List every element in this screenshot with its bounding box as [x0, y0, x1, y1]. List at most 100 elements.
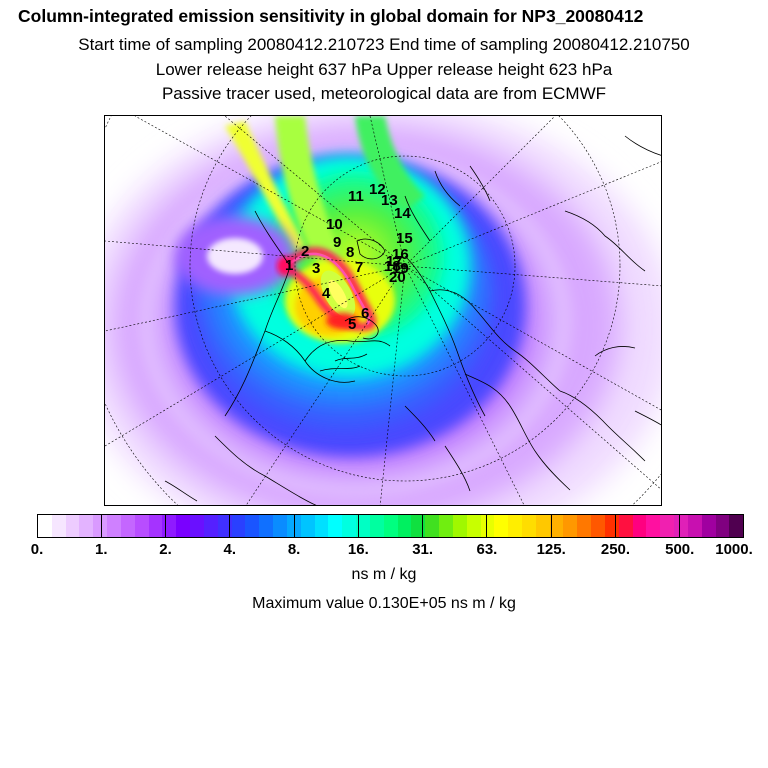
colorbar-tick	[165, 514, 167, 538]
colorbar-tick-label: 0.	[30, 541, 44, 558]
colorbar-swatch	[466, 515, 481, 537]
colorbar-tick-label: 16.	[347, 541, 369, 558]
colorbar-swatch	[715, 515, 730, 537]
release-point-labels: 1 2 3 4 5 6 7 8 9 10 11 12 13 14 15 16 1…	[285, 181, 413, 333]
point-label-14: 14	[394, 205, 411, 222]
colorbar	[37, 514, 744, 538]
colorbar-swatch	[38, 515, 52, 537]
colorbar-swatch	[259, 515, 274, 537]
colorbar-swatch	[646, 515, 661, 537]
colorbar-swatch	[93, 515, 108, 537]
colorbar-swatch	[148, 515, 163, 537]
colorbar-tick-label: 31.	[412, 541, 434, 558]
colorbar-swatch	[134, 515, 149, 537]
sampling-time-line: Start time of sampling 20080412.210723 E…	[78, 35, 690, 54]
colorbar-swatch	[273, 515, 287, 537]
graticule	[105, 116, 661, 505]
colorbar-swatch	[356, 515, 370, 537]
colorbar-swatch	[190, 515, 204, 537]
polar-map-svg: 1 2 3 4 5 6 7 8 9 10 11 12 13 14 15 16 1…	[105, 116, 661, 505]
colorbar-tick-label: 1000.	[715, 541, 753, 558]
colorbar-swatch	[397, 515, 412, 537]
colorbar-swatch	[591, 515, 605, 537]
colorbar-swatch	[439, 515, 453, 537]
colorbar-tick	[293, 514, 295, 538]
release-height-line: Lower release height 637 hPa Upper relea…	[155, 60, 613, 79]
point-label-13: 13	[381, 192, 398, 209]
colorbar-swatch	[452, 515, 467, 537]
colorbar-swatch	[425, 515, 440, 537]
colorbar-swatch	[383, 515, 398, 537]
colorbar-swatch	[51, 515, 66, 537]
colorbar-tick	[422, 514, 424, 538]
point-label-6: 6	[361, 305, 369, 322]
point-label-15: 15	[396, 230, 413, 247]
colorbar-tick-label: 1.	[95, 541, 108, 558]
colorbar-swatch	[203, 515, 218, 537]
colorbar-tick-label: 2.	[159, 541, 172, 558]
colorbar-swatch	[660, 515, 675, 537]
colorbar-swatch	[411, 515, 426, 537]
colorbar-swatch	[65, 515, 80, 537]
point-label-4: 4	[322, 285, 331, 302]
colorbar-swatch	[494, 515, 509, 537]
point-label-18: 18	[384, 258, 401, 275]
point-label-7: 7	[355, 259, 363, 276]
point-label-8: 8	[346, 244, 354, 261]
colorbar-tick	[100, 514, 102, 538]
colorbar-swatch	[314, 515, 329, 537]
colorbar-tick	[229, 514, 231, 538]
colorbar-tick-label: 4.	[223, 541, 237, 558]
colorbar-swatch	[729, 515, 744, 537]
point-label-16: 16	[392, 246, 409, 263]
colorbar-units: ns m / kg	[351, 566, 417, 583]
colorbar-swatch	[508, 515, 522, 537]
colorbar-swatch	[563, 515, 578, 537]
point-label-12: 12	[369, 181, 386, 198]
colorbar-tick-label: 125.	[536, 541, 566, 558]
point-label-9: 9	[333, 234, 341, 251]
point-label-19: 19	[392, 260, 409, 277]
colorbar-swatch	[107, 515, 121, 537]
colorbar-swatch	[120, 515, 135, 537]
point-label-11: 11	[348, 188, 364, 205]
emission-sensitivity-map: 1 2 3 4 5 6 7 8 9 10 11 12 13 14 15 16 1…	[104, 115, 662, 506]
colorbar-tick	[357, 514, 359, 538]
colorbar-tick-label: 8.	[287, 541, 301, 558]
coastlines	[164, 135, 661, 505]
colorbar-swatch	[176, 515, 191, 537]
colorbar-tick-label: 250.	[600, 541, 631, 558]
colorbar-swatch	[674, 515, 688, 537]
point-label-2: 2	[301, 243, 309, 260]
colorbar-swatch	[300, 515, 315, 537]
colorbar-swatch	[231, 515, 246, 537]
colorbar-swatch	[369, 515, 384, 537]
point-label-1: 1	[285, 257, 293, 274]
point-label-17: 17	[386, 253, 403, 270]
figure-title: Column-integrated emission sensitivity i…	[18, 6, 644, 26]
point-label-20: 20	[389, 269, 406, 286]
colorbar-tick	[679, 514, 681, 538]
colorbar-swatch	[632, 515, 647, 537]
sensitivity-field	[105, 116, 661, 505]
colorbar-swatch	[480, 515, 495, 537]
point-label-3: 3	[312, 260, 320, 277]
colorbar-swatch	[535, 515, 550, 537]
colorbar-swatch	[521, 515, 536, 537]
point-label-10: 10	[326, 216, 343, 233]
colorbar-tick	[550, 514, 552, 538]
colorbar-swatch	[577, 515, 592, 537]
colorbar-tick-label: 500.	[665, 541, 695, 558]
colorbar-swatch	[701, 515, 716, 537]
colorbar-swatch	[328, 515, 343, 537]
tracer-info-line: Passive tracer used, meteorological data…	[161, 84, 607, 103]
colorbar-swatch	[687, 515, 702, 537]
colorbar-swatch	[342, 515, 357, 537]
colorbar-tick	[614, 514, 616, 538]
colorbar-swatch	[217, 515, 232, 537]
colorbar-tick-label: 63.	[476, 541, 498, 558]
colorbar-swatch	[604, 515, 619, 537]
point-label-5: 5	[348, 316, 356, 333]
colorbar-swatch	[245, 515, 260, 537]
colorbar-swatch	[618, 515, 633, 537]
